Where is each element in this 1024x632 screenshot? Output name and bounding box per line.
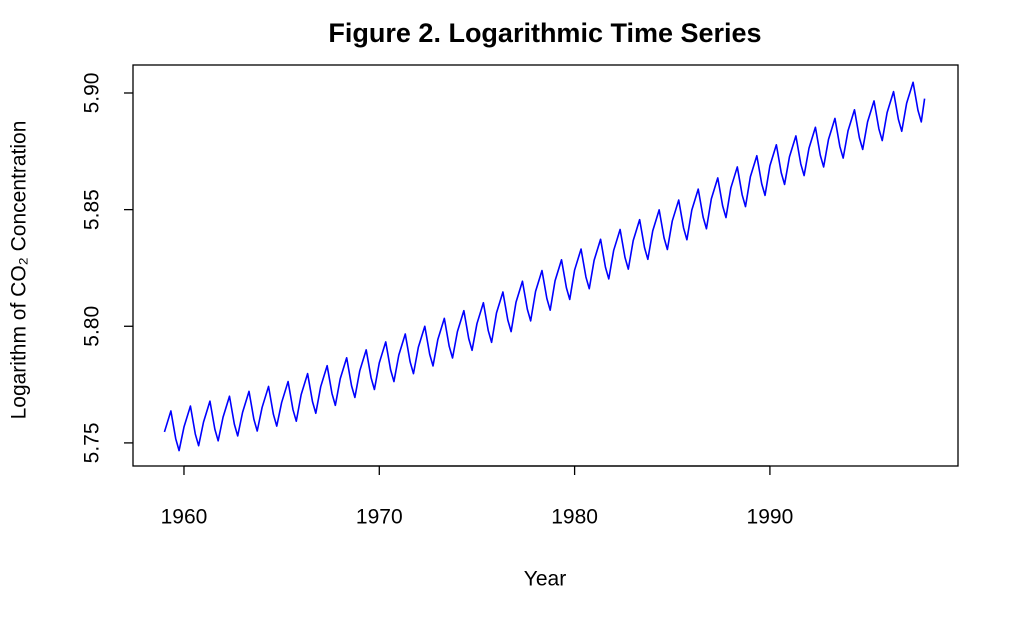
y-tick-label: 5.85	[81, 189, 104, 230]
x-tick-label: 1980	[551, 506, 598, 529]
x-tick-label: 1970	[356, 506, 403, 529]
y-tick-label: 5.80	[81, 306, 104, 347]
y-tick-label: 5.75	[81, 422, 104, 463]
y-tick-label: 5.90	[81, 73, 104, 114]
x-tick-label: 1960	[161, 506, 208, 529]
chart-title: Figure 2. Logarithmic Time Series	[328, 18, 761, 48]
x-tick-label: 1990	[747, 506, 794, 529]
y-axis-label: Logarithm of CO₂ Concentration	[8, 121, 31, 420]
data-line	[163, 81, 926, 452]
x-axis-label: Year	[524, 568, 566, 591]
plot-frame	[132, 64, 959, 467]
